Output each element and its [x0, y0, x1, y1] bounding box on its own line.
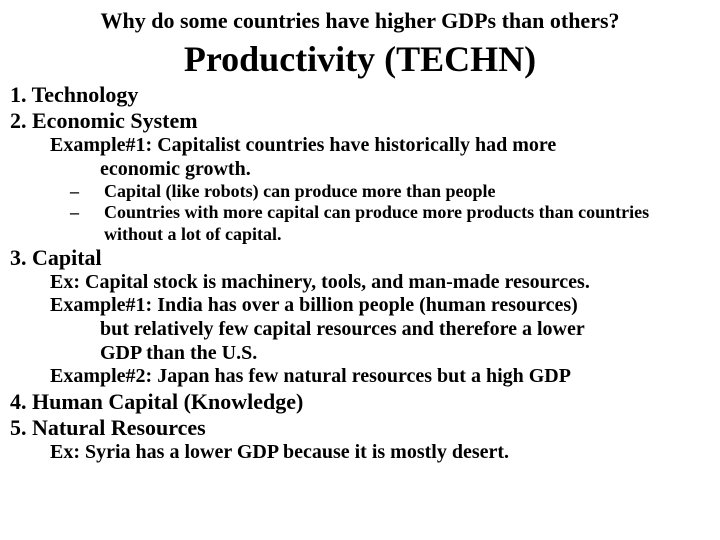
slide-header: Why do some countries have higher GDPs t… [10, 8, 710, 36]
dash-icon: – [70, 181, 104, 202]
point-2-subpoint-2-text: Countries with more capital can produce … [104, 202, 710, 244]
point-3-example-1-line-3: GDP than the U.S. [10, 342, 710, 366]
point-1-technology: 1. Technology [10, 82, 710, 108]
point-3-example-1-line-1: Example#1: India has over a billion peop… [10, 294, 710, 318]
point-3-example-2-line-1: Example#2: Japan has few natural resourc… [10, 365, 710, 389]
point-5-natural-resources: 5. Natural Resources [10, 415, 710, 441]
point-4-human-capital: 4. Human Capital (Knowledge) [10, 389, 710, 415]
point-2-example-1-line-1: Example#1: Capitalist countries have his… [10, 134, 710, 158]
point-3-capital: 3. Capital [10, 245, 710, 271]
point-3-ex-line-1: Ex: Capital stock is machinery, tools, a… [10, 271, 710, 295]
point-3-example-1-line-2: but relatively few capital resources and… [10, 318, 710, 342]
dash-icon: – [70, 202, 104, 244]
point-2-example-1-line-2: economic growth. [10, 158, 710, 182]
point-5-ex: Ex: Syria has a lower GDP because it is … [10, 441, 710, 465]
point-2-subpoint-2: – Countries with more capital can produc… [10, 202, 710, 244]
point-2-economic-system: 2. Economic System [10, 108, 710, 134]
point-2-subpoint-1-text: Capital (like robots) can produce more t… [104, 181, 710, 202]
point-2-subpoint-1: – Capital (like robots) can produce more… [10, 181, 710, 202]
slide-title: Productivity (TECHN) [10, 38, 710, 80]
